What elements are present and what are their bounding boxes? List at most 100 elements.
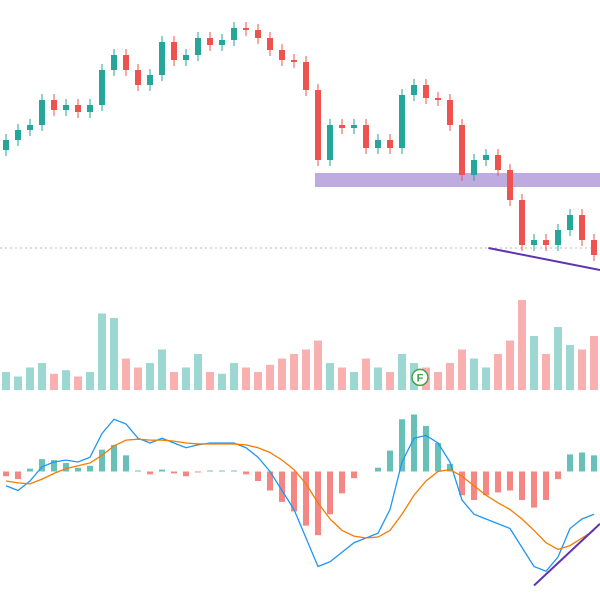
candle-body [495,155,501,170]
candle-body [375,140,381,148]
histogram-bar [159,469,165,472]
candle-body [123,55,129,70]
candle-body [3,140,9,150]
volume-bar [350,372,358,390]
volume-bar [182,367,190,390]
histogram-bar [147,471,153,475]
histogram-bar [291,471,297,512]
histogram-bar [255,471,261,481]
histogram-bar [87,465,93,472]
candle-body [39,100,45,125]
histogram-bar [171,471,177,474]
volume-bar [470,358,478,390]
candle-body [63,105,69,110]
volume-bar [86,372,94,390]
histogram-bar [27,468,33,472]
histogram-bar [3,471,9,477]
volume-bar [62,370,70,390]
histogram-bar [555,471,561,480]
candle-body [111,55,117,70]
volume-bar [494,354,502,390]
histogram-bar [531,471,537,508]
trendline [488,247,600,271]
histogram-bar [111,444,117,472]
volume-bar [398,354,406,390]
histogram-bar [99,449,105,472]
histogram-bar [423,425,429,472]
volume-bar [170,372,178,390]
histogram-bar [567,454,573,472]
histogram-bar [435,443,441,472]
candle-body [171,42,177,60]
candle-body [195,38,201,55]
histogram-bar [411,414,417,472]
histogram-bar [399,419,405,472]
histogram-bar [591,455,597,472]
volume-bar [74,376,82,390]
histogram-bar [303,471,309,526]
histogram-bar [231,470,237,472]
candle-body [339,125,345,128]
volume-bar [482,367,490,390]
candle-body [471,160,477,175]
signal-line [5,438,595,551]
candle-body [351,125,357,128]
histogram-bar [375,467,381,472]
volume-bar [110,318,118,390]
candle-body [531,240,537,245]
histogram-bar [327,471,333,515]
volume-bar [554,327,562,390]
volume-bar [38,363,46,390]
volume-bar [542,354,550,390]
volume-bar [338,367,346,390]
histogram-bar [543,471,549,500]
macd-line [5,418,595,573]
candle-body [75,105,81,112]
volume-bar [518,300,526,390]
candle-body [579,215,585,240]
volume-bar [146,363,154,390]
histogram-bar [447,463,453,472]
volume-bar [26,367,34,390]
candle-body [147,75,153,85]
candle-body [183,55,189,60]
volume-bar [566,345,574,390]
histogram-bar [207,470,213,472]
volume-bar [302,349,310,390]
candle-body [15,130,21,140]
histogram-bar [579,452,585,472]
volume-bar [194,354,202,390]
histogram-bar [39,459,45,472]
histogram-bar [219,470,225,472]
volume-bar [230,363,238,390]
histogram-bar [495,471,501,493]
volume-bar [254,372,262,390]
volume-bar [98,313,106,390]
marker [411,368,429,387]
volume-bar [458,349,466,390]
volume-bar [578,349,586,390]
candle-body [255,30,261,38]
histogram-bar [243,471,249,475]
zone [315,173,600,187]
candle-body [399,95,405,148]
volume-bar [290,354,298,390]
candle-body [315,90,321,160]
volume-bar [530,336,538,390]
volume-bar [218,373,226,390]
candle-body [51,100,57,110]
histogram-bar [387,450,393,472]
volume-bar [590,336,598,390]
histogram-bar [507,471,513,491]
histogram-bar [519,471,525,500]
volume-bar [2,372,10,390]
volume-bar [14,376,22,390]
volume-bar [134,367,142,390]
candle-body [423,85,429,98]
candle-body [363,125,369,148]
histogram-bar [483,471,489,496]
candle-body [411,85,417,95]
candle-body [507,170,513,200]
volume-bar [506,340,514,390]
